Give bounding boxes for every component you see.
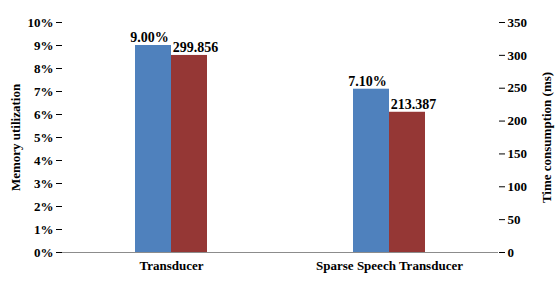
svg-text:10%: 10%: [28, 15, 54, 30]
svg-text:213.387: 213.387: [391, 97, 437, 112]
svg-text:2%: 2%: [34, 199, 54, 214]
svg-text:0%: 0%: [34, 245, 54, 260]
svg-text:50: 50: [508, 212, 521, 227]
svg-text:299.856: 299.856: [173, 40, 219, 55]
svg-text:3%: 3%: [34, 176, 54, 191]
svg-text:Transducer: Transducer: [139, 258, 203, 273]
svg-text:7.10%: 7.10%: [348, 74, 387, 89]
svg-text:1%: 1%: [34, 222, 54, 237]
svg-text:7%: 7%: [34, 84, 54, 99]
svg-text:Time consumption (ms): Time consumption (ms): [539, 72, 554, 203]
svg-text:Memory utilization: Memory utilization: [8, 83, 23, 191]
svg-text:250: 250: [508, 80, 528, 95]
svg-text:350: 350: [508, 15, 528, 30]
svg-text:0: 0: [508, 245, 515, 260]
svg-text:9%: 9%: [34, 38, 54, 53]
svg-text:200: 200: [508, 113, 528, 128]
svg-text:5%: 5%: [34, 130, 54, 145]
svg-text:150: 150: [508, 146, 528, 161]
svg-text:8%: 8%: [34, 61, 54, 76]
svg-text:4%: 4%: [34, 153, 54, 168]
svg-text:6%: 6%: [34, 107, 54, 122]
svg-text:Sparse Speech Transducer: Sparse Speech Transducer: [316, 258, 463, 273]
svg-text:100: 100: [508, 179, 528, 194]
svg-text:300: 300: [508, 48, 528, 63]
svg-text:9.00%: 9.00%: [130, 30, 169, 45]
